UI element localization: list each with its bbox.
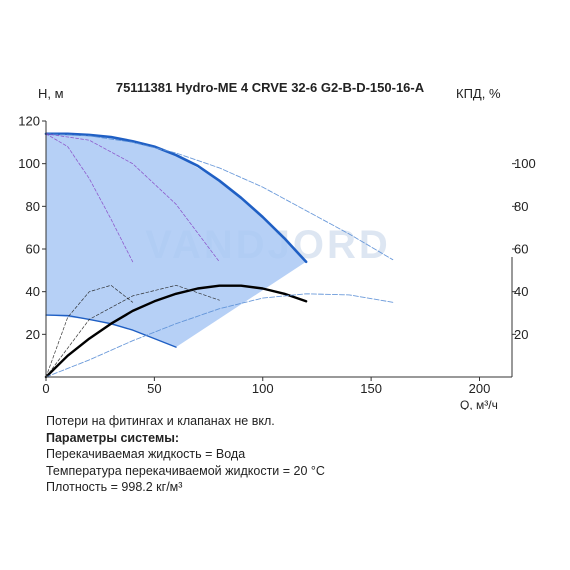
operating-area — [46, 133, 307, 348]
x-tick-label: 200 — [469, 381, 491, 396]
y-right-axis-label: КПД, % — [456, 86, 501, 101]
ticks-layer: 0 50 100 150 200 20 40 60 80 100 120 20 40 60 80 100 — [18, 114, 535, 397]
y-tick-label: 100 — [18, 156, 40, 171]
x-tick-label: 100 — [252, 381, 274, 396]
series-layer — [44, 132, 394, 379]
y-right-tick-label: 100 — [514, 156, 536, 171]
x-axis-label: Q, м³/ч — [460, 398, 498, 410]
x-tick-label: 50 — [147, 381, 161, 396]
x-tick-label: 150 — [360, 381, 382, 396]
series-power-extended — [45, 293, 394, 378]
series-eff-reduced-2 — [45, 284, 220, 378]
temperature-param: Температура перекачиваемой жидкости = 20… — [46, 464, 325, 478]
fluid-param: Перекачиваемая жидкость = Вода — [46, 447, 246, 461]
y-right-tick-label: 60 — [514, 242, 528, 257]
y-tick-label: 80 — [26, 199, 40, 214]
y-tick-label: 60 — [26, 242, 40, 257]
series-head-extended — [45, 133, 394, 261]
series-max-head-curve — [44, 132, 308, 264]
series-reduced-speed-2 — [45, 133, 220, 263]
losses-note: Потери на фитингах и клапанах не вкл. — [46, 414, 275, 428]
series-reduced-speed-1 — [45, 133, 134, 263]
y-right-tick-label: 40 — [514, 284, 528, 299]
y-right-tick-label: 80 — [514, 199, 528, 214]
operating-area-layer — [46, 133, 307, 348]
y-tick-label: 120 — [18, 114, 40, 129]
chart-title: 75111381 Hydro-ME 4 CRVE 32-6 G2-B-D-150… — [116, 80, 425, 95]
density-param: Плотность = 998.2 кг/м³ — [46, 480, 183, 494]
y-axis-label: Н, м — [38, 86, 64, 101]
pump-performance-chart: 75111381 Hydro-ME 4 CRVE 32-6 G2-B-D-150… — [18, 80, 535, 410]
x-tick-label: 0 — [42, 381, 49, 396]
y-right-tick-label: 20 — [514, 327, 528, 342]
series-efficiency-max — [44, 284, 308, 379]
y-tick-label: 20 — [26, 327, 40, 342]
y-tick-label: 40 — [26, 284, 40, 299]
series-eff-reduced-1 — [45, 284, 134, 378]
params-title: Параметры системы: — [46, 431, 180, 445]
